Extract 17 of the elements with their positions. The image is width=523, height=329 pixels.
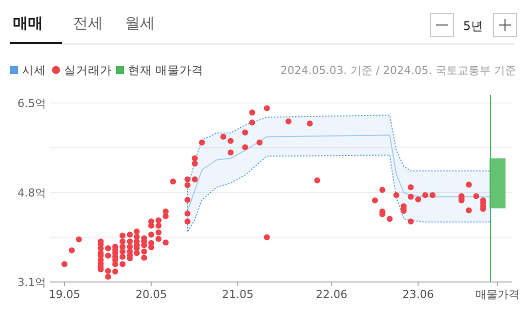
- text: 월세: [125, 14, 155, 32]
- text: 매매: [13, 14, 43, 32]
- legend-label: 실거래가: [64, 63, 112, 77]
- x-tick-label: 22.06: [316, 288, 348, 301]
- text: 5년: [463, 19, 483, 33]
- text: 2024.05.03. 기준 / 2024.05. 국토교통부 기준: [280, 64, 516, 77]
- legend-label: 현재 매물가격: [128, 63, 204, 77]
- x-tick-label: 매물가격: [476, 288, 520, 301]
- legend-label: 시세: [22, 63, 46, 77]
- y-tick-label: 3.1억: [18, 276, 46, 289]
- x-tick-label: 21.05: [222, 288, 254, 301]
- x-tick-label: 20.05: [135, 288, 167, 301]
- y-tick-label: 4.8억: [18, 186, 46, 200]
- text: 전세: [73, 14, 103, 32]
- x-tick-label: 19.05: [48, 288, 80, 301]
- y-tick-label: 6.5억: [18, 97, 46, 110]
- x-tick-label: 23.06: [402, 288, 434, 301]
